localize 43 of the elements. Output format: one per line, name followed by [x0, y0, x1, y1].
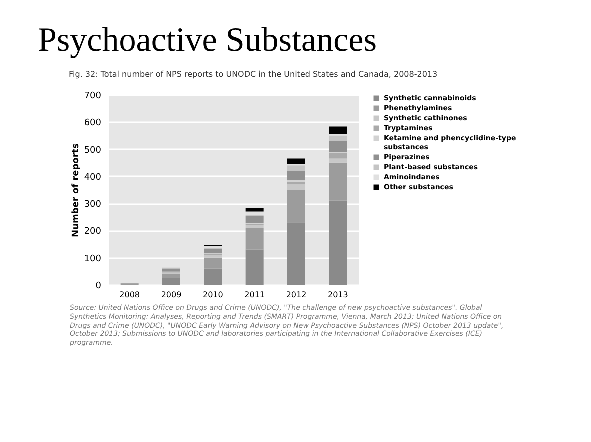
bar [162, 268, 180, 272]
y-tick-label: 500 [84, 146, 102, 156]
bar [329, 200, 348, 285]
bar [329, 126, 348, 134]
bar [246, 228, 264, 250]
y-tick-label: 200 [84, 227, 102, 238]
bar [288, 166, 306, 171]
bar [288, 222, 306, 285]
y-tick-label: 700 [84, 92, 102, 102]
bar [246, 225, 264, 228]
bar [162, 278, 180, 285]
bar [329, 141, 348, 152]
bar [288, 184, 306, 190]
bar [288, 171, 306, 180]
y-tick-label: 400 [84, 172, 102, 183]
bar [329, 136, 348, 142]
bar [246, 250, 264, 285]
bar [204, 249, 222, 254]
bar [329, 162, 348, 201]
bar [162, 274, 180, 278]
bar [288, 158, 306, 164]
bar [204, 268, 222, 285]
x-tick-label: 2013 [328, 290, 348, 300]
y-axis-title: Number of reports [71, 144, 82, 238]
bar [246, 216, 264, 224]
chart-subtitle: Fig. 32: Total number of NPS reports to UNODC in the United States and Canada, 2008-2013 [69, 70, 438, 79]
bar [288, 182, 306, 185]
bar [288, 190, 306, 223]
bar [204, 258, 222, 269]
y-tick-label: 300 [84, 200, 102, 210]
y-tick-label: 100 [84, 254, 102, 264]
x-tick-label: 2012 [286, 290, 307, 300]
bar [329, 153, 348, 159]
x-tick-label: 2011 [244, 290, 266, 300]
x-tick-label: 2008 [120, 290, 140, 300]
bar [246, 212, 264, 215]
bar [246, 208, 264, 212]
x-tick-label: 2010 [202, 290, 224, 300]
y-tick-label: 0 [96, 282, 102, 292]
bar [329, 158, 348, 163]
chart-title: Psychoactive Substances [38, 22, 378, 60]
y-tick-label: 600 [84, 118, 102, 129]
x-tick-label: 2009 [161, 290, 182, 300]
